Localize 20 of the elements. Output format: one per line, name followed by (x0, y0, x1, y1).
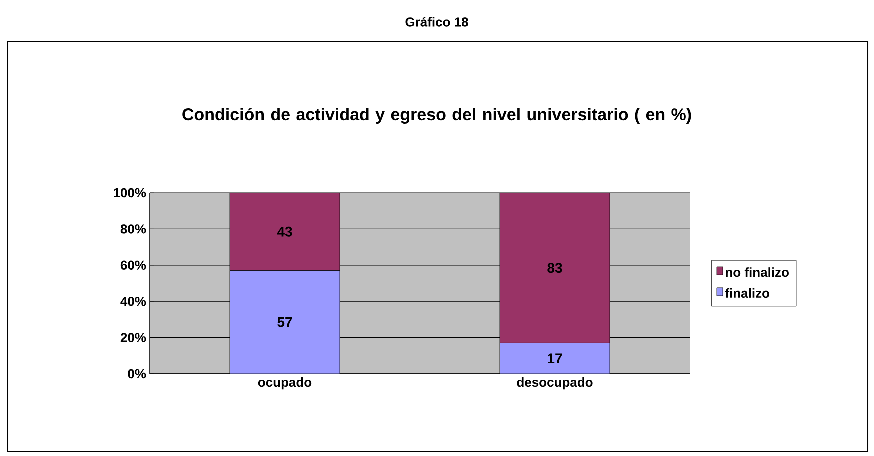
y-tick-label: 40% (120, 296, 146, 306)
data-label: 43 (277, 226, 292, 237)
data-label: 83 (548, 263, 562, 274)
x-tick-label: ocupado (258, 378, 312, 390)
bar (230, 270, 340, 374)
data-label: 57 (278, 318, 292, 328)
x-tick-label: desocupado (517, 378, 593, 390)
y-tick-label: 0% (128, 369, 146, 379)
y-tick-label: 100% (114, 188, 146, 198)
y-tick-label: 80% (120, 224, 146, 234)
bar (230, 193, 340, 272)
bar (500, 343, 610, 374)
y-tick-label: 60% (120, 260, 146, 270)
text: Gráfico 18 (406, 17, 468, 27)
legend-label: finalizo (725, 288, 770, 298)
y-tick-label: 20% (120, 333, 146, 342)
legend-label: no finalizo (726, 268, 789, 278)
chart-title: Condición de actividad y egreso del nivel universitario ( en %) (182, 108, 692, 124)
data-label: 17 (548, 354, 562, 364)
bar (500, 193, 610, 344)
